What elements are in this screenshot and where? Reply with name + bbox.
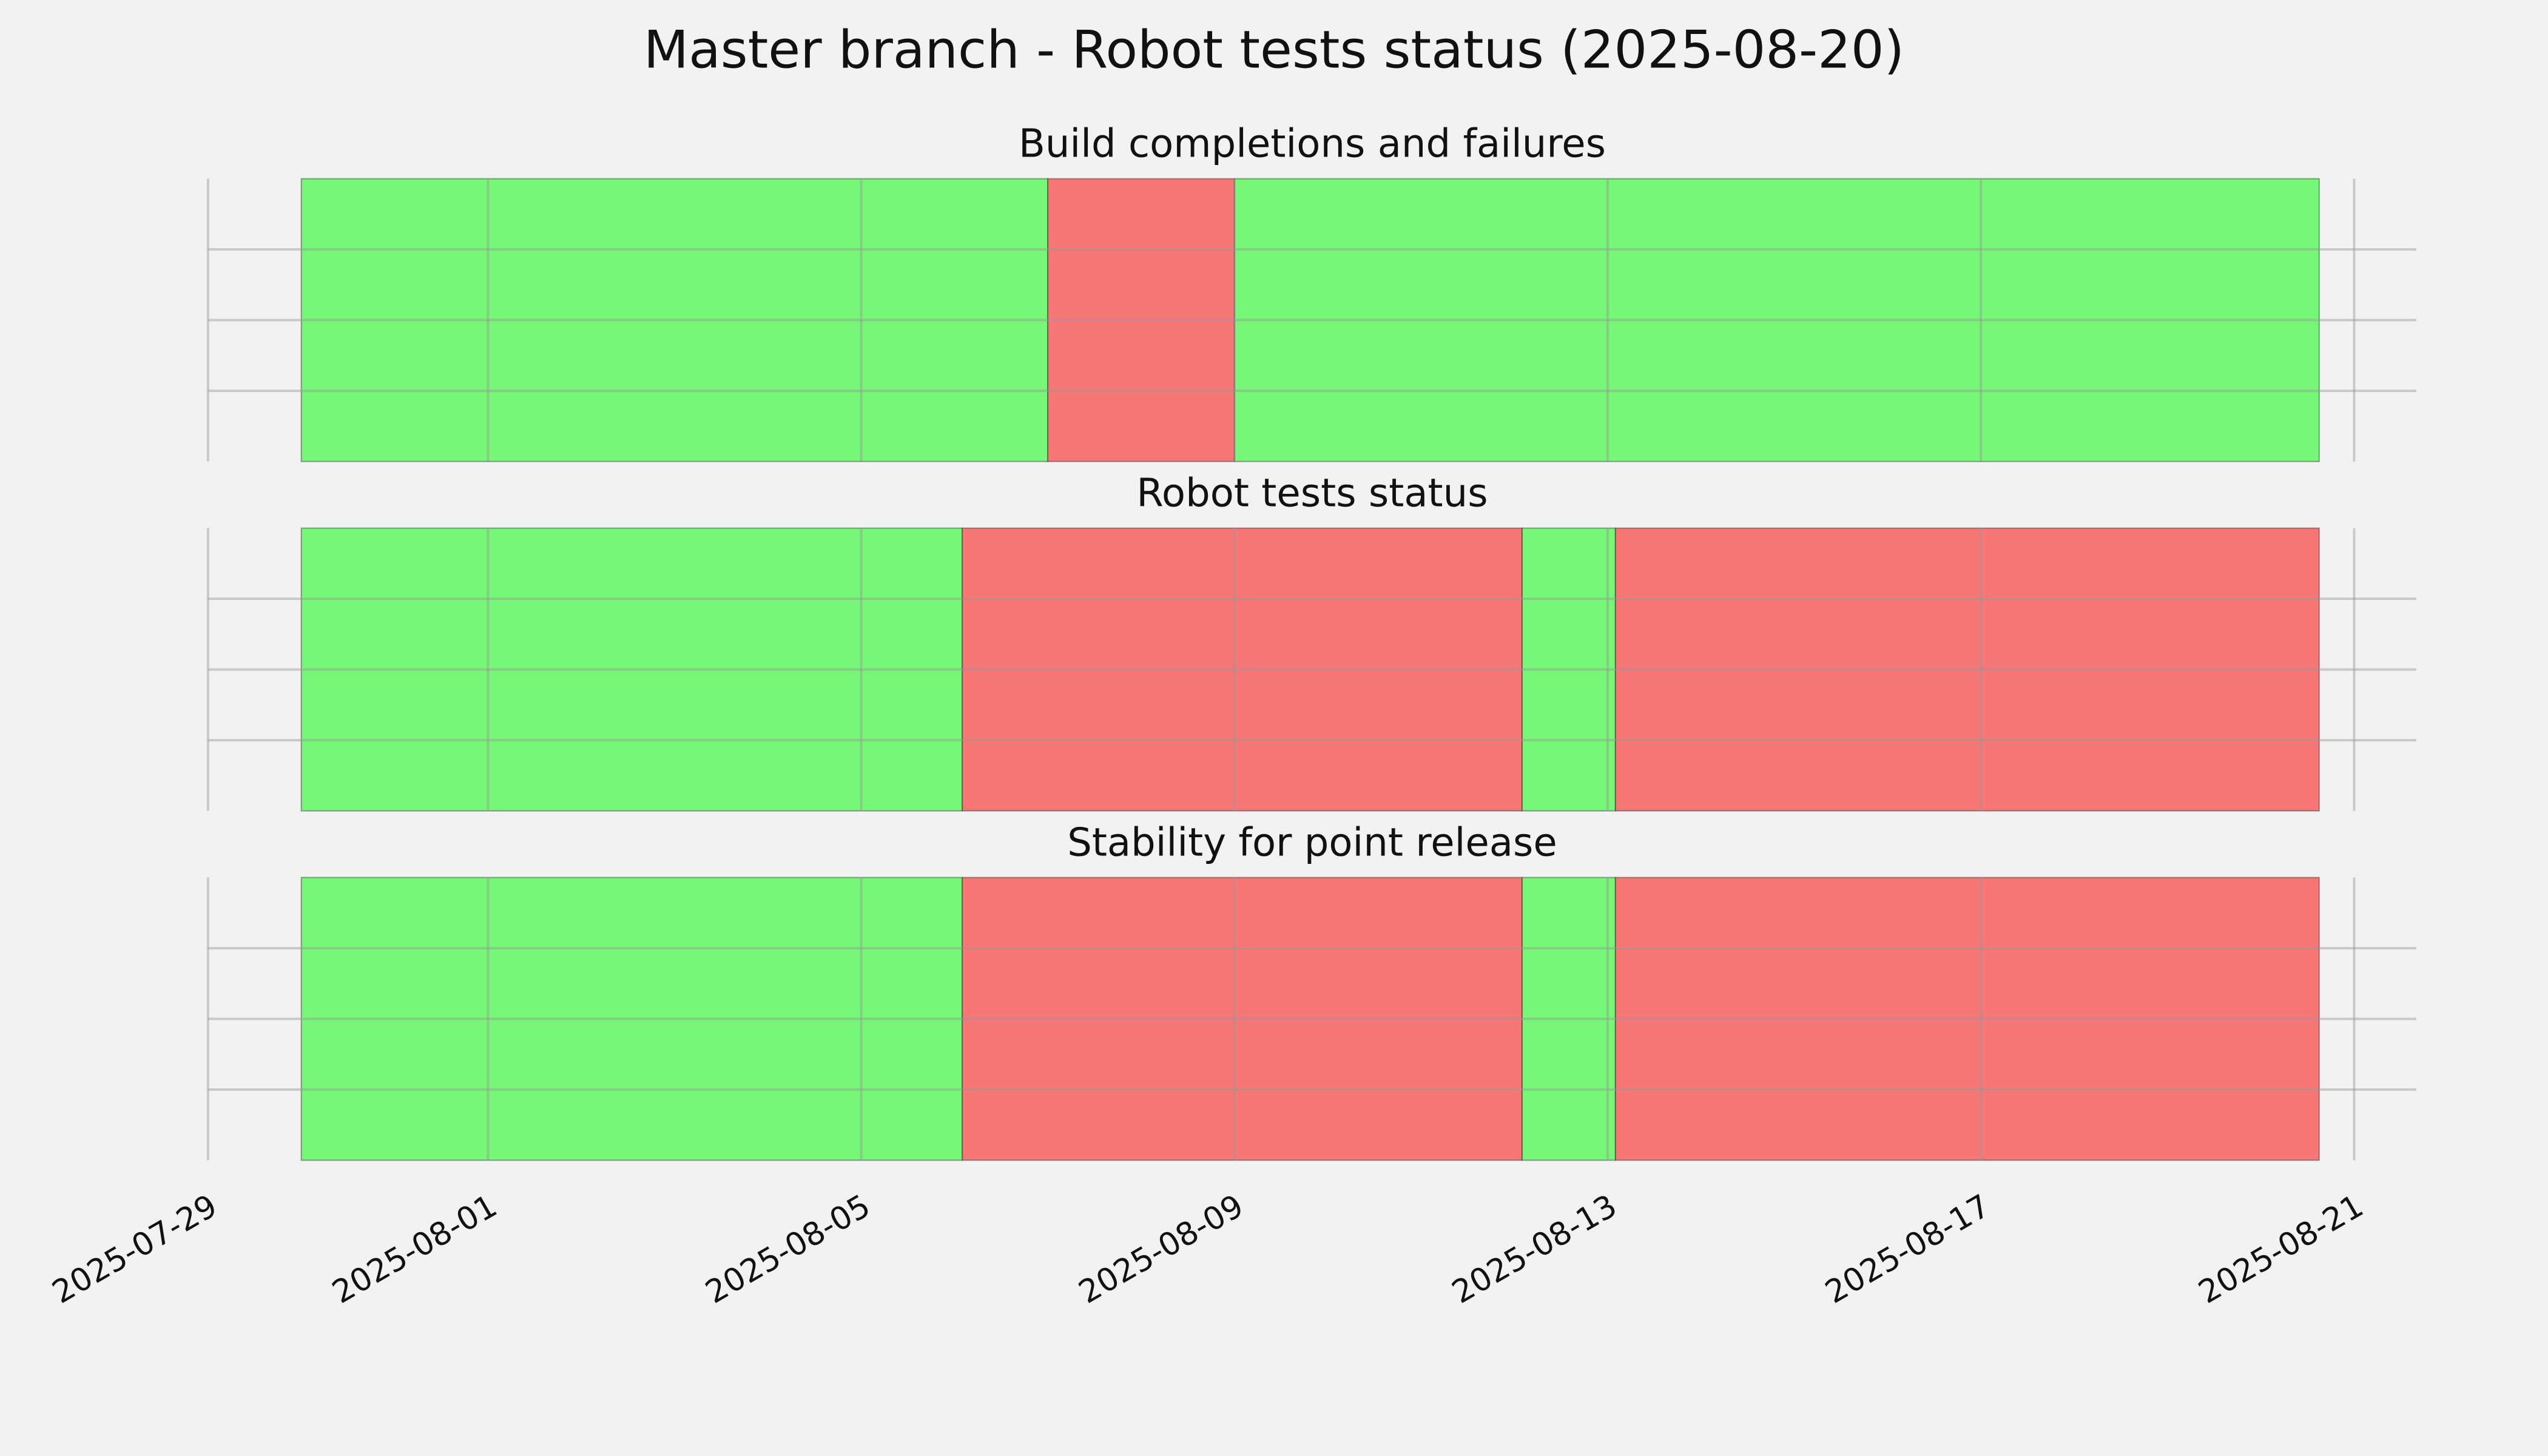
- status-span: [962, 877, 1523, 1161]
- status-span: [1047, 178, 1235, 462]
- panel-title: Build completions and failures: [1019, 122, 1606, 167]
- status-span: [1522, 877, 1616, 1161]
- panel-title: Robot tests status: [1136, 471, 1488, 516]
- status-span: [1233, 178, 2320, 462]
- status-span: [1522, 527, 1616, 812]
- status-span: [300, 178, 1049, 462]
- status-span: [1614, 527, 2320, 812]
- figure-title: Master branch - Robot tests status (2025…: [644, 19, 1904, 80]
- status-span: [1614, 877, 2320, 1161]
- status-span: [300, 877, 963, 1161]
- status-span: [962, 527, 1523, 812]
- panel-title: Stability for point release: [1067, 820, 1557, 865]
- status-span: [300, 527, 963, 812]
